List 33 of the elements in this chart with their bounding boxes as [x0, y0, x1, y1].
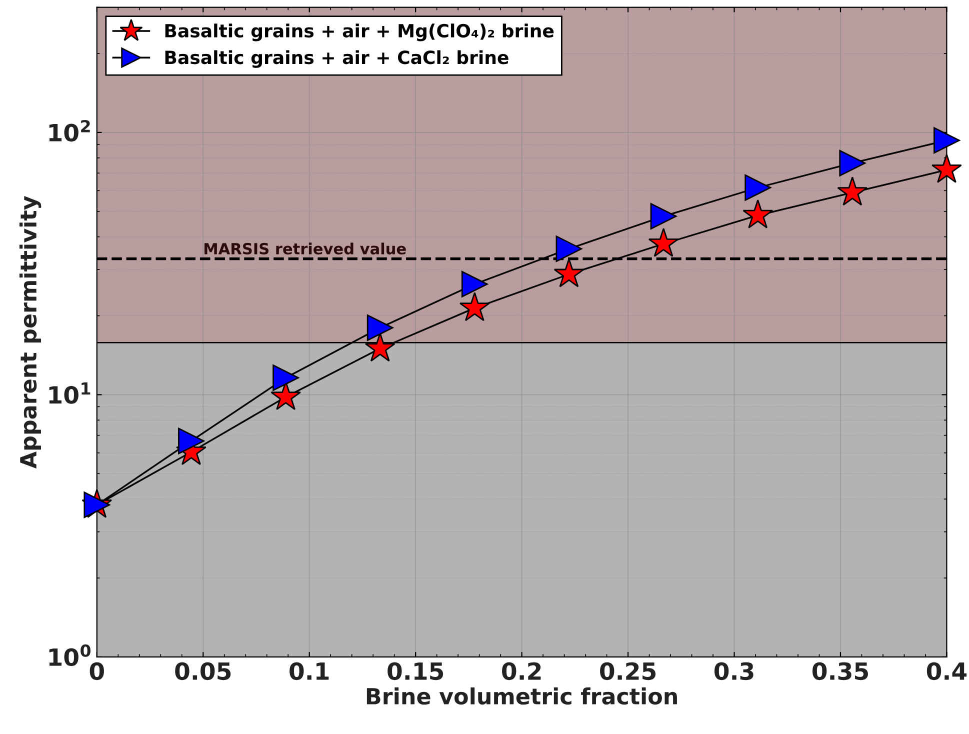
point — [742, 199, 774, 228]
x-tick-label: 0.05 — [175, 662, 231, 680]
point — [461, 270, 488, 298]
legend-label: Basaltic grains + air + Mg(ClO₄)₂ brine — [165, 24, 554, 42]
point — [839, 150, 866, 176]
y-tick-label: 10$^{2}$ — [49, 120, 90, 142]
point — [650, 203, 677, 230]
point — [272, 364, 299, 391]
x-tick-label: 0.35 — [812, 662, 868, 680]
point — [648, 228, 679, 257]
x-tick-label: 0.15 — [388, 662, 444, 680]
y-axis-title: Apparent permittivity — [19, 196, 42, 469]
point — [364, 332, 396, 362]
point — [178, 428, 204, 454]
point — [366, 314, 394, 341]
x-axis-title: Brine volumetric fraction — [366, 687, 677, 705]
legend-label: Basaltic grains + air + CaCl₂ brine — [165, 50, 508, 68]
x-tick-label: 0.1 — [290, 662, 329, 680]
point — [554, 258, 584, 288]
x-tick-label: 0.25 — [600, 662, 656, 680]
point — [459, 292, 490, 322]
x-tick-label: 0.2 — [502, 662, 541, 680]
point — [931, 154, 962, 183]
point — [837, 176, 868, 206]
point — [934, 127, 960, 154]
y-tick-label: 10$^{1}$ — [49, 382, 90, 404]
point — [556, 236, 582, 262]
y-tick-label: 10$^{0}$ — [49, 644, 90, 666]
point — [744, 174, 772, 201]
x-tick-label: 0.3 — [714, 662, 754, 680]
x-tick-label: 0 — [90, 662, 104, 680]
x-tick-label: 0.4 — [926, 662, 967, 680]
ref-line-label: MARSIS retrieved value — [204, 242, 406, 254]
